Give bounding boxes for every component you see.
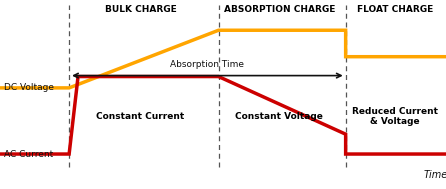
Text: ABSORPTION CHARGE: ABSORPTION CHARGE <box>224 5 336 14</box>
Text: Constant Voltage: Constant Voltage <box>235 112 323 121</box>
Text: AC Current: AC Current <box>4 149 54 159</box>
Text: Reduced Current
& Voltage: Reduced Current & Voltage <box>352 107 438 126</box>
Text: Time: Time <box>424 170 446 180</box>
Text: Absorption Time: Absorption Time <box>170 60 244 69</box>
Text: BULK CHARGE: BULK CHARGE <box>105 5 176 14</box>
Text: FLOAT CHARGE: FLOAT CHARGE <box>357 5 433 14</box>
Text: DC Voltage: DC Voltage <box>4 83 54 92</box>
Text: Constant Current: Constant Current <box>96 112 185 121</box>
